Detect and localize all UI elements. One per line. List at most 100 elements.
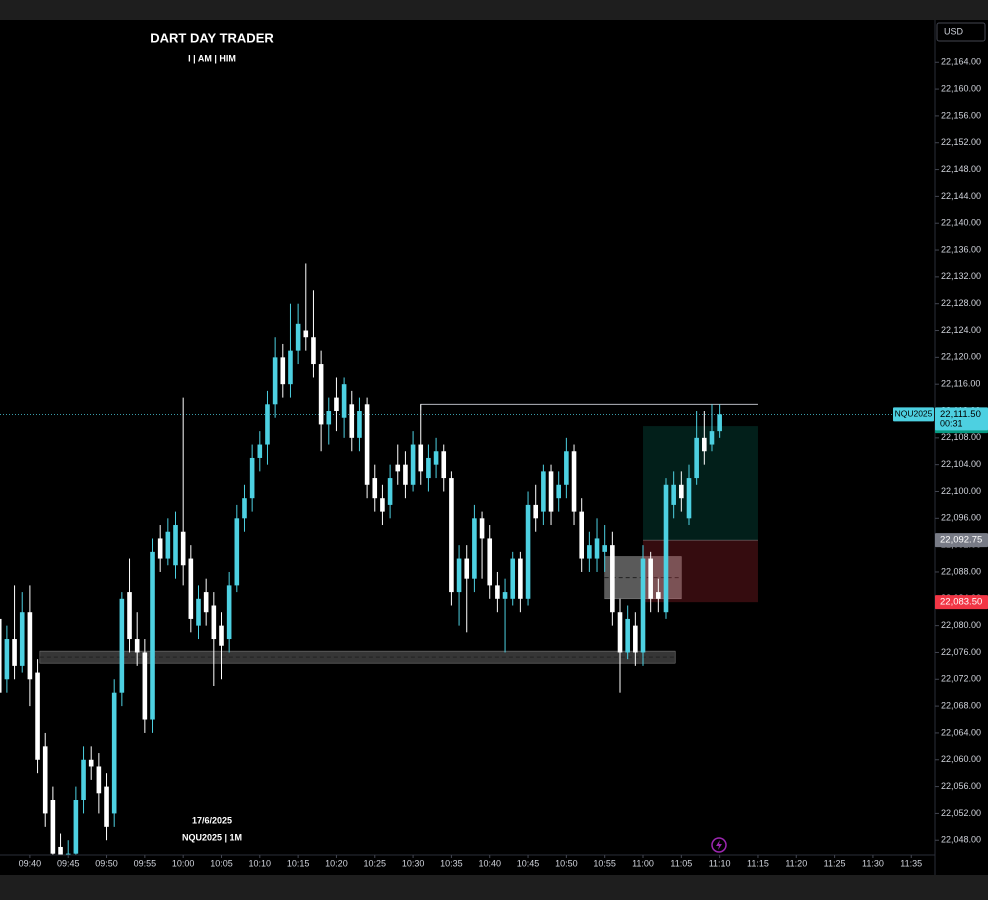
- y-tick-label: 22,128.00: [941, 298, 981, 308]
- candle-body: [173, 525, 178, 566]
- y-tick-label: 22,096.00: [941, 513, 981, 523]
- candle-body: [19, 612, 25, 666]
- candle-body: [334, 397, 339, 412]
- y-tick-label: 22,116.00: [941, 379, 980, 389]
- candle-body: [380, 498, 385, 512]
- candle-body: [311, 337, 316, 365]
- candle-body: [464, 558, 470, 579]
- candle-body: [671, 484, 676, 505]
- y-tick-label: 22,052.00: [941, 808, 981, 818]
- candle-body: [587, 545, 592, 559]
- candles: [0, 263, 722, 855]
- y-tick-label: 22,048.00: [941, 835, 981, 845]
- y-tick-label: 22,060.00: [941, 754, 981, 764]
- countdown-label: 00:31: [940, 419, 963, 429]
- candle-body: [472, 518, 477, 579]
- candle-body: [387, 478, 393, 505]
- candle-body: [702, 437, 707, 452]
- candle-body: [426, 457, 431, 479]
- chart-title: DART DAY TRADER: [150, 30, 274, 45]
- x-tick-label: 11:25: [824, 858, 846, 868]
- candle-body: [119, 598, 125, 693]
- currency-button[interactable]: [936, 22, 986, 42]
- candle-body: [441, 451, 447, 479]
- candle-body: [357, 411, 362, 438]
- candle-body: [610, 545, 615, 613]
- y-tick-label: 22,160.00: [941, 83, 981, 93]
- y-tick-label: 22,056.00: [941, 781, 981, 791]
- x-tick-label: 10:10: [249, 858, 272, 868]
- x-tick-label: 10:40: [478, 858, 501, 868]
- candle-body: [548, 471, 554, 512]
- top-bar: [0, 0, 988, 20]
- y-tick-label: 22,104.00: [941, 459, 981, 469]
- candle-body: [196, 598, 201, 626]
- y-tick-label: 22,132.00: [941, 271, 981, 281]
- candle-body: [188, 558, 194, 619]
- candle-body: [364, 404, 370, 485]
- candle-body: [449, 478, 454, 593]
- candle-body: [648, 558, 653, 599]
- candle-body: [42, 746, 48, 814]
- symbol-tag-label: NQU2025: [895, 409, 933, 419]
- y-tick-label: 22,100.00: [941, 486, 981, 496]
- last-price-tag: [935, 407, 988, 431]
- x-tick-label: 11:10: [709, 858, 731, 868]
- candle-body: [617, 612, 623, 653]
- y-tick-label: 22,140.00: [941, 218, 981, 228]
- candle-body: [341, 384, 347, 418]
- candle-body: [640, 558, 646, 653]
- alert-icon-bolt: [716, 840, 722, 850]
- candle-body: [418, 444, 424, 472]
- alert-icon[interactable]: [711, 837, 727, 853]
- x-tick-label: 09:55: [134, 858, 157, 868]
- candle-body: [257, 444, 263, 458]
- loss-zone: [643, 540, 758, 603]
- candle-body: [288, 350, 293, 385]
- candle-body: [203, 592, 209, 613]
- candle-body: [395, 464, 401, 472]
- y-tick-label: 22,124.00: [941, 325, 981, 335]
- candle-body: [272, 357, 278, 405]
- x-tick-label: 10:15: [287, 858, 310, 868]
- candle-body: [104, 786, 109, 827]
- candle-body: [633, 625, 638, 653]
- y-tick-label: 22,144.00: [941, 191, 981, 201]
- candle-body: [303, 330, 309, 338]
- candle-body: [372, 478, 378, 499]
- x-tick-label: 10:25: [364, 858, 387, 868]
- candle-body: [318, 364, 324, 425]
- candle-body: [35, 672, 40, 760]
- x-tick-label: 09:40: [19, 858, 42, 868]
- symbol-tag: [893, 407, 934, 422]
- y-tick-label: 22,136.00: [941, 244, 981, 254]
- entry-tag: [935, 533, 988, 548]
- candle-body: [502, 592, 508, 599]
- chart-subtitle: I | AM | HIM: [188, 53, 236, 63]
- x-tick-label: 11:00: [632, 858, 654, 868]
- currency[interactable]: USD: [944, 26, 964, 36]
- candle-body: [111, 692, 117, 814]
- symbol-label: NQU2025 | 1M: [182, 832, 242, 842]
- candle-body: [58, 846, 63, 855]
- candle-body: [410, 444, 416, 485]
- x-tick-label: 11:30: [862, 858, 884, 868]
- x-tick-label: 11:05: [670, 858, 692, 868]
- candle-body: [525, 504, 531, 599]
- candle-body: [326, 411, 332, 425]
- candle-body: [556, 484, 561, 499]
- candle-body: [73, 800, 79, 854]
- candle-body: [280, 357, 286, 385]
- y-tick-label: 22,156.00: [941, 110, 981, 120]
- candle-body: [27, 612, 33, 680]
- stop-tag: [935, 595, 988, 610]
- y-tick-label: 22,080.00: [941, 620, 981, 630]
- candle-body: [65, 853, 71, 855]
- y-tick-label: 22,148.00: [941, 164, 981, 174]
- candle-body: [679, 484, 684, 499]
- entry-tag-label: 22,092.75: [940, 535, 982, 546]
- y-tick-label: 22,120.00: [941, 352, 981, 362]
- candle-body: [50, 800, 56, 854]
